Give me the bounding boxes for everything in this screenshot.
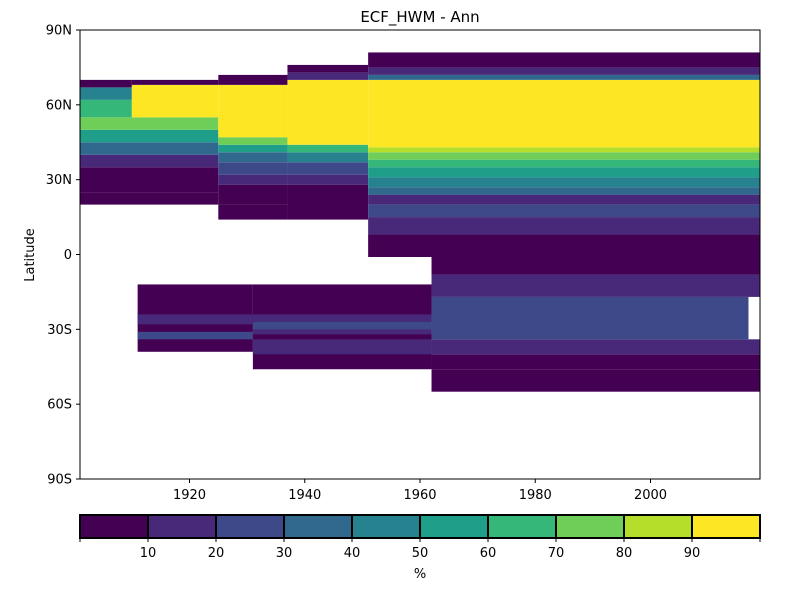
y-tick-label: 30N [46, 173, 72, 188]
heatmap-cell [131, 79, 219, 85]
heatmap-cell [287, 162, 369, 175]
heatmap-cell [218, 84, 288, 138]
x-tick-label: 1980 [519, 488, 552, 503]
y-tick-label: 60N [46, 98, 72, 113]
colorbar-tick-label: 80 [616, 546, 633, 561]
heatmap-cell [80, 87, 132, 100]
heatmap-cell [431, 247, 760, 275]
y-axis: 90S 60S 30S 0 30N 60N 90N [46, 24, 80, 488]
x-tick-label: 1920 [173, 488, 206, 503]
heatmap-cell [218, 152, 288, 163]
heatmap-cell [431, 354, 760, 370]
heatmap-cell [287, 144, 369, 153]
heatmap-cell [368, 74, 760, 80]
colorbar [79, 514, 761, 539]
x-tick-label: 1940 [288, 488, 321, 503]
colorbar-tick-label: 10 [140, 546, 157, 561]
colorbar-segment [488, 515, 556, 538]
heatmap-cell [80, 99, 132, 118]
colorbar-segment [148, 515, 216, 538]
colorbar-tick-label: 20 [208, 546, 225, 561]
colorbar-tick-label: 30 [276, 546, 293, 561]
colorbar-segment [420, 515, 488, 538]
heatmap-cell [137, 331, 253, 340]
heatmap-cell [218, 184, 288, 205]
heatmap-cell [368, 147, 760, 153]
heatmap-cell [368, 194, 760, 205]
heatmap-cell [431, 296, 749, 340]
heatmap-cell [368, 204, 760, 218]
y-axis-label: Latitude [23, 228, 38, 282]
heatmap-cell [368, 52, 760, 68]
chart-title: ECF_HWM - Ann [360, 8, 479, 27]
heatmap-cell [431, 369, 760, 392]
heatmap-cell [80, 154, 219, 168]
y-tick-label: 90N [46, 24, 72, 39]
heatmap-cell [137, 314, 253, 325]
x-axis: 1920 1940 1960 1980 2000 [173, 479, 667, 503]
heatmap-cell [80, 192, 219, 205]
heatmap-cell [368, 67, 760, 75]
heatmap-cell [368, 177, 760, 188]
colorbar-label: % [414, 567, 426, 582]
heatmap-cell [431, 339, 760, 355]
y-tick-label: 30S [47, 323, 72, 338]
heatmap-cell [80, 142, 219, 155]
colorbar-segment [556, 515, 624, 538]
y-tick-label: 0 [64, 248, 72, 263]
heatmap-cell [80, 167, 219, 193]
colorbar-segment [80, 515, 148, 538]
heatmap-cell [287, 184, 369, 220]
heatmap-cell [287, 174, 369, 185]
heatmap-cell [80, 79, 132, 88]
x-tick-label: 2000 [634, 488, 667, 503]
heatmap-cell [131, 84, 219, 118]
heatmap-cell [218, 204, 288, 220]
y-tick-label: 60S [47, 398, 72, 413]
heatmap-cell [218, 74, 288, 85]
heatmap-cell [80, 129, 219, 143]
colorbar-segment [352, 515, 420, 538]
heatmap-cell [287, 64, 369, 73]
heatmap-cell [368, 167, 760, 178]
heatmap-cell [368, 152, 760, 160]
heatmap-cell [218, 144, 288, 153]
heatmap-cell [218, 162, 288, 175]
heatmap-cell [252, 321, 432, 330]
heatmap-cell [287, 72, 369, 80]
heatmap-cell [431, 274, 760, 297]
heatmap-cell [368, 217, 760, 235]
colorbar-ticks: 10 20 30 40 50 60 70 80 90 [79, 538, 761, 561]
colorbar-segment [692, 515, 760, 538]
y-tick-label: 90S [47, 473, 72, 488]
heatmap-cell [218, 174, 288, 185]
x-tick-label: 1960 [403, 488, 436, 503]
colorbar-segment [216, 515, 284, 538]
heatmap-cell [252, 339, 432, 355]
colorbar-segment [284, 515, 352, 538]
heatmap-cell [368, 159, 760, 168]
colorbar-tick-label: 50 [412, 546, 429, 561]
colorbar-tick-label: 40 [344, 546, 361, 561]
heatmap-cells [80, 52, 760, 392]
colorbar-tick-label: 90 [684, 546, 701, 561]
colorbar-segment [624, 515, 692, 538]
colorbar-tick-label: 70 [548, 546, 565, 561]
heatmap-cell [368, 79, 760, 148]
heatmap-cell [287, 152, 369, 163]
heatmap-cell [368, 187, 760, 195]
heatmap-cell [80, 117, 219, 130]
colorbar-tick-label: 60 [480, 546, 497, 561]
heatmap-cell [218, 137, 288, 145]
heatmap-cell [287, 79, 369, 145]
